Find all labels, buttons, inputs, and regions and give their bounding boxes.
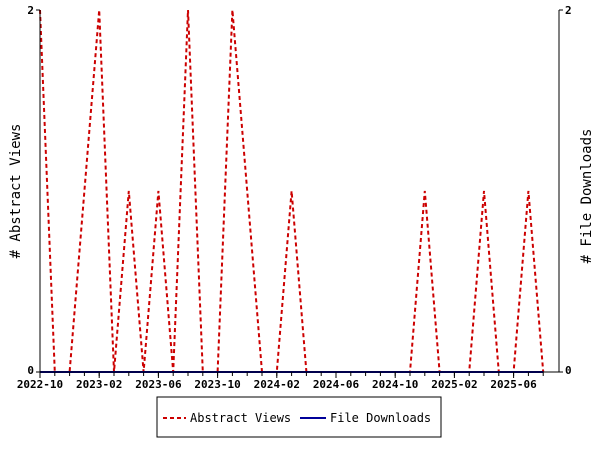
y-left-tick-label: 2 (27, 4, 34, 17)
x-tick-label: 2023-06 (135, 378, 182, 391)
x-tick-label: 2025-02 (431, 378, 477, 391)
y-axis-title-right: # File Downloads (579, 129, 595, 264)
x-tick-label: 2024-02 (254, 378, 300, 391)
series-layer (39, 9, 545, 373)
legend-label-abstract-views: Abstract Views (190, 411, 291, 425)
x-tick-label: 2023-10 (194, 378, 240, 391)
y-right-tick-label: 2 (565, 4, 572, 17)
legend: Abstract Views File Downloads (156, 396, 442, 438)
x-tick-label: 2023-02 (76, 378, 122, 391)
legend-box (156, 396, 442, 438)
tick-layer: 2022-10 2023-02 2023-06 2023-10 2024-02 2024-… (17, 4, 572, 391)
axes-layer (39, 10, 560, 373)
x-tick-label: 2022-10 (17, 378, 63, 391)
y-right-tick-label: 0 (565, 364, 572, 377)
y-axis-title-left: # Abstract Views (8, 124, 24, 259)
y-left-tick-label: 0 (27, 364, 34, 377)
series-line-abstract-views (39, 9, 545, 373)
x-tick-label: 2025-06 (490, 378, 537, 391)
legend-label-file-downloads: File Downloads (330, 411, 431, 425)
x-tick-label: 2024-10 (372, 378, 418, 391)
x-tick-label: 2024-06 (313, 378, 360, 391)
